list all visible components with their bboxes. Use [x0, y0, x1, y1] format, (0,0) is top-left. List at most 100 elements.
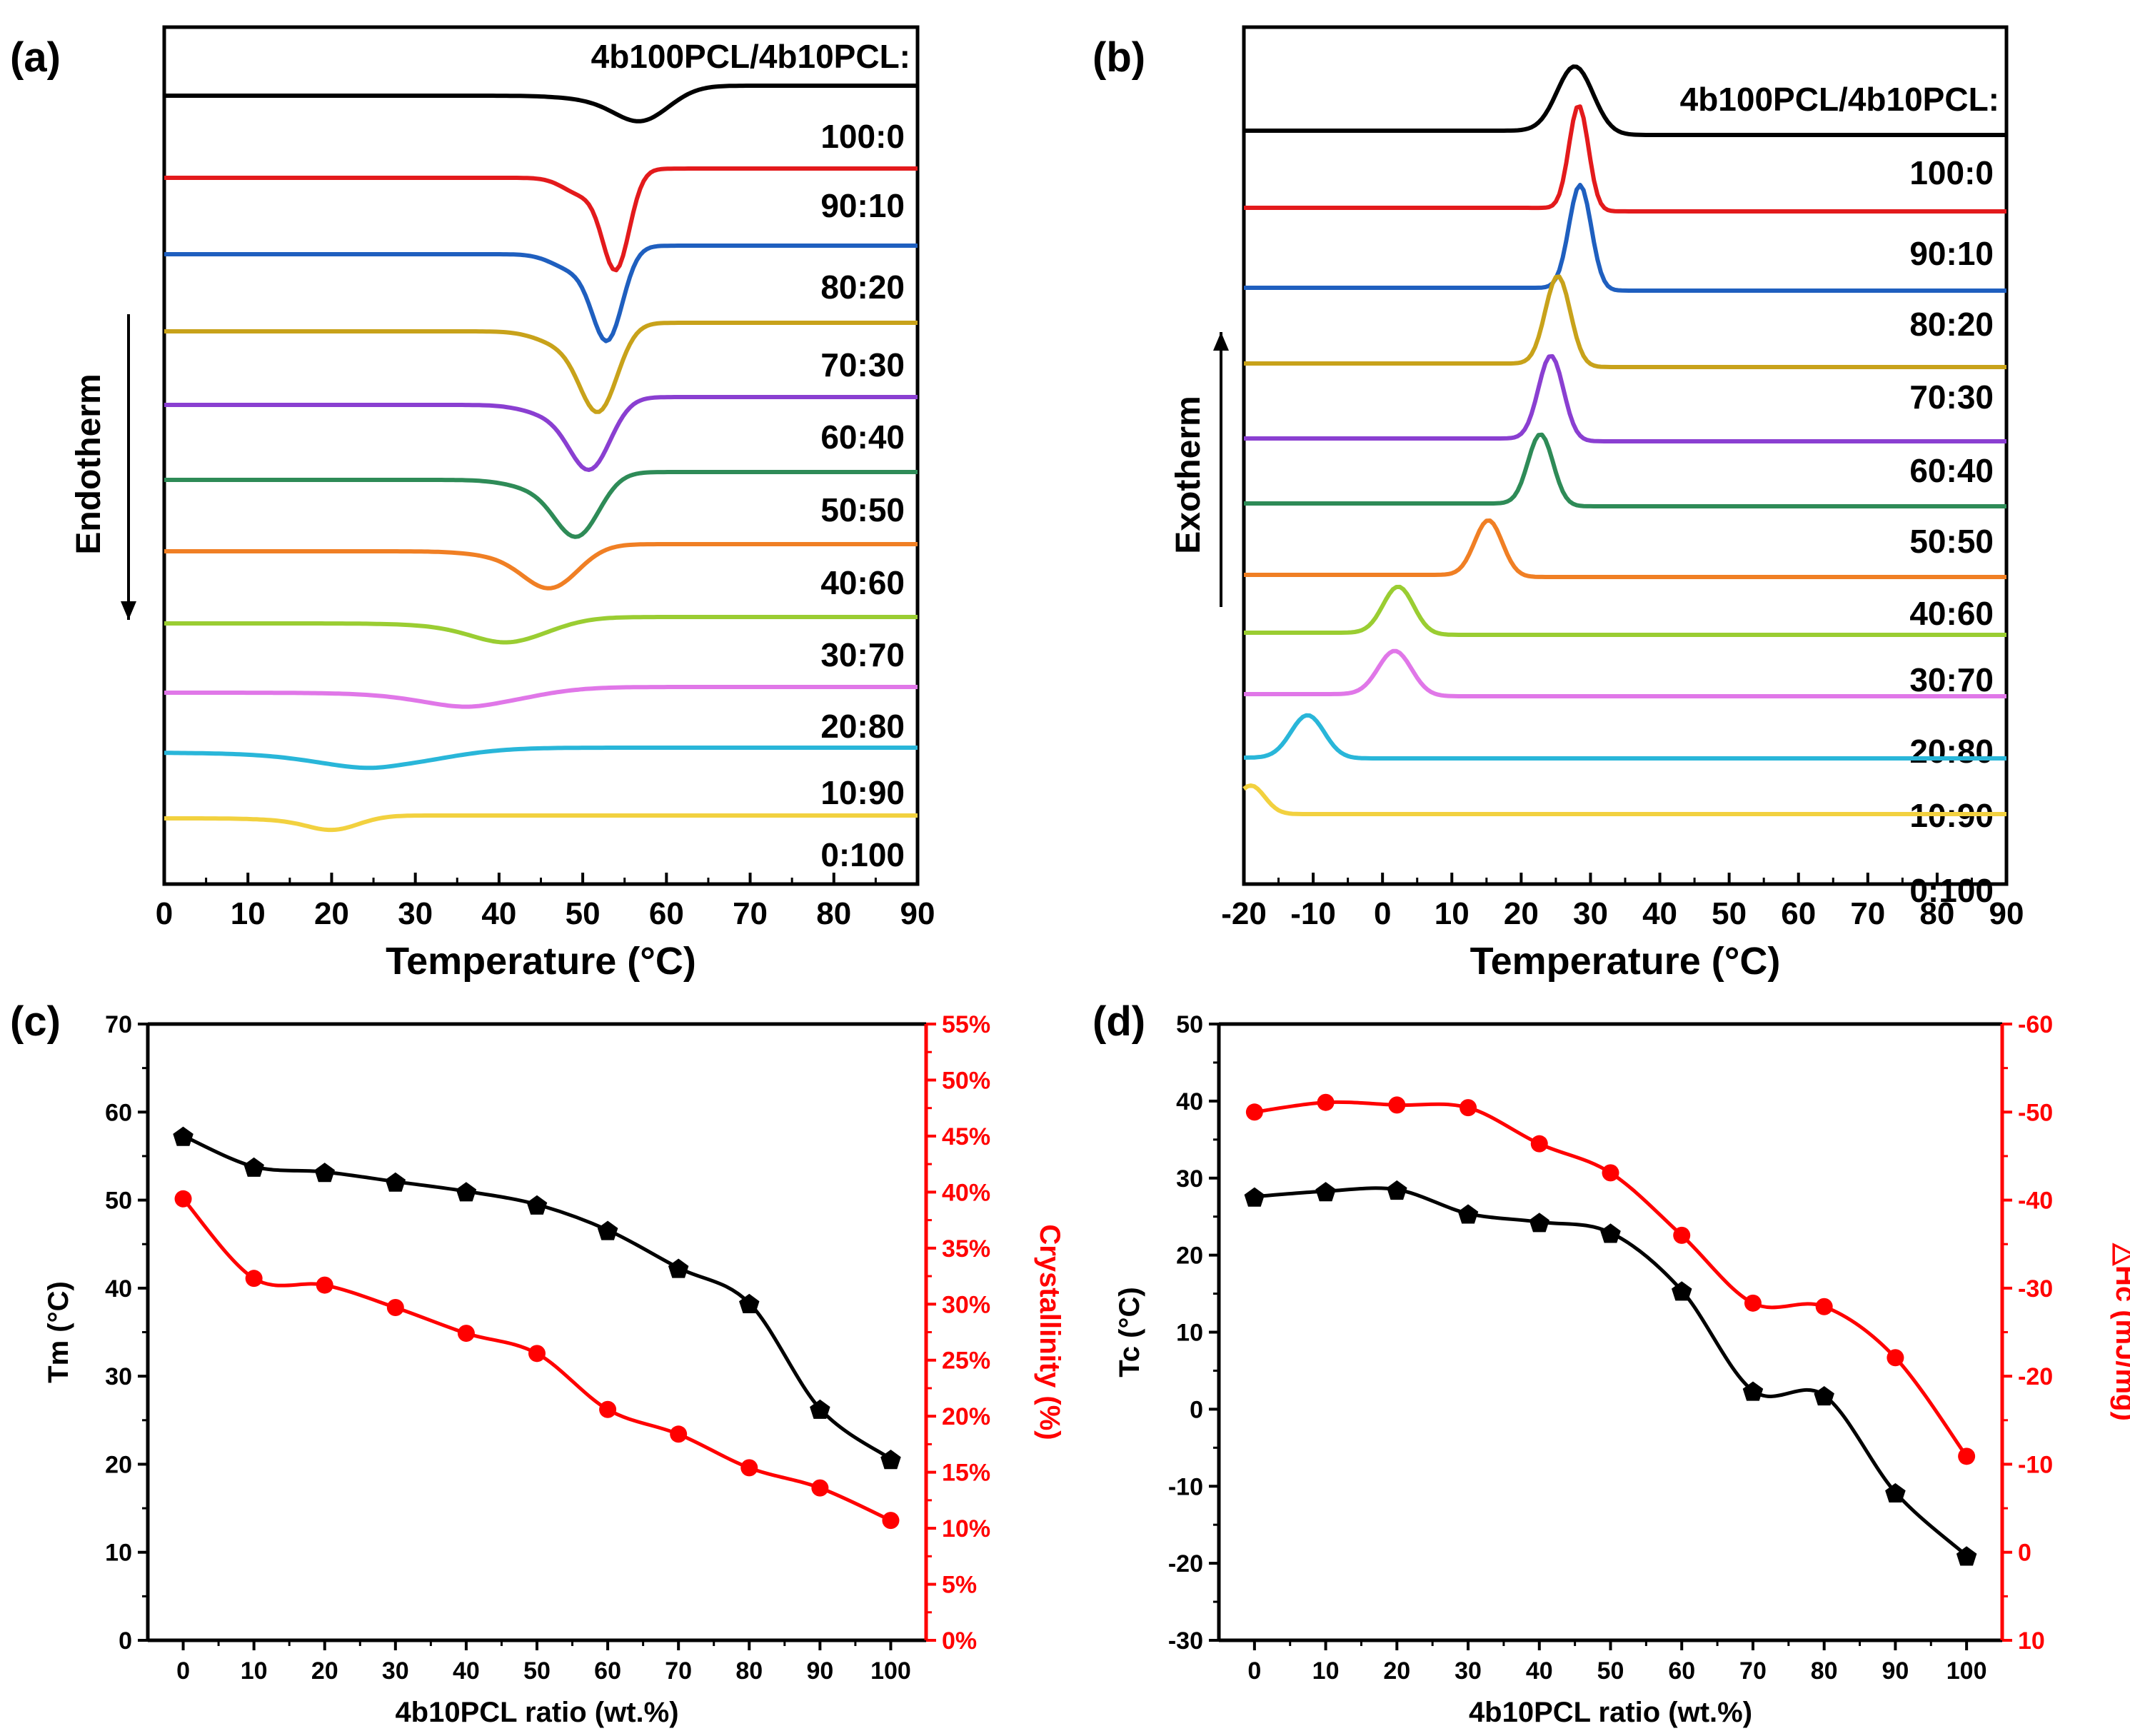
x-axis-label: 4b10PCL ratio (wt.%): [395, 1697, 678, 1728]
dsc-curve-100-0: [164, 84, 918, 124]
x-tick-label: 70: [665, 1657, 692, 1685]
data-point-Hc: [1317, 1093, 1335, 1111]
heat-flow-arrowhead: [121, 601, 136, 620]
right-y-tick-label: -10: [2018, 1451, 2053, 1478]
right-y-tick-label: -50: [2018, 1099, 2053, 1126]
data-point-Hc: [1744, 1294, 1762, 1312]
curve-label-20-80: 20:80: [820, 708, 905, 745]
data-point-Tm: [880, 1450, 901, 1470]
dsc-curve-0-100: [164, 813, 918, 833]
curve-label-90-10: 90:10: [1909, 235, 1994, 272]
dsc-curve-40-60: [1244, 518, 2006, 579]
right-y-tick-label: 20%: [942, 1403, 990, 1430]
left-y-tick-label: 40: [1176, 1088, 1203, 1115]
x-tick-label: 0: [1374, 896, 1391, 931]
curve-label-10-90: 10:90: [820, 774, 905, 811]
data-point-Crystallinity: [316, 1276, 333, 1294]
right-y-tick-label: 10: [2018, 1627, 2045, 1655]
right-y-tick-label: 0: [2018, 1540, 2031, 1567]
data-point-Tm: [668, 1258, 689, 1278]
x-tick-label: 0: [1247, 1657, 1261, 1685]
dsc-curve-20-80: [1244, 648, 2006, 698]
heat-flow-direction-label: Endotherm: [70, 373, 108, 554]
x-tick-label: 20: [1383, 1657, 1410, 1685]
data-point-Crystallinity: [457, 1325, 475, 1343]
x-tick-label: 20: [1504, 896, 1539, 931]
x-tick-label: 30: [382, 1657, 409, 1685]
x-tick-label: 100: [1946, 1657, 1987, 1685]
plot-frame: [1242, 25, 2009, 886]
panel-label-d: (d): [1092, 998, 1145, 1045]
data-point-Tc: [1529, 1213, 1549, 1233]
data-point-Hc: [1388, 1096, 1406, 1114]
left-y-tick-label: 0: [119, 1627, 132, 1655]
data-point-Crystallinity: [245, 1270, 263, 1288]
right-y-axis-label: Crystallinity (%): [1034, 1224, 1065, 1440]
data-point-Crystallinity: [882, 1512, 900, 1530]
x-tick-label: 80: [816, 896, 851, 931]
x-tick-label: 50: [1597, 1657, 1624, 1685]
panel-label-a: (a): [10, 34, 61, 81]
dsc-curve-80-20: [164, 244, 918, 343]
data-point-Hc: [1887, 1349, 1904, 1367]
x-tick-label: 30: [398, 896, 433, 931]
x-tick-label: 80: [1919, 896, 1954, 931]
x-tick-label: 90: [806, 1657, 833, 1685]
x-tick-label: 60: [649, 896, 684, 931]
left-y-tick-label: -10: [1168, 1473, 1203, 1500]
data-point-Tc: [1315, 1182, 1336, 1202]
x-axis-label: Temperature (°C): [386, 940, 696, 983]
curve-label-40-60: 40:60: [820, 564, 905, 601]
x-tick-label: 10: [241, 1657, 268, 1685]
left-y-tick-label: -20: [1168, 1550, 1203, 1577]
dsc-curve-100-0: [1244, 64, 2006, 137]
dsc-curve-70-30: [164, 321, 918, 414]
x-tick-label: 90: [1989, 896, 2024, 931]
data-point-Tc: [1742, 1381, 1764, 1401]
left-y-tick-label: 10: [1176, 1320, 1203, 1347]
data-point-Tm: [173, 1126, 194, 1146]
curve-label-30-70: 30:70: [820, 636, 905, 673]
left-y-axis-label: Tm (°C): [43, 1281, 74, 1383]
left-y-tick-label: 40: [105, 1275, 132, 1303]
dsc-curve-40-60: [164, 542, 918, 591]
right-y-tick-label: 45%: [942, 1123, 990, 1150]
right-y-tick-label: 15%: [942, 1460, 990, 1487]
dsc-curve-60-40: [164, 395, 918, 472]
x-tick-label: 80: [735, 1657, 763, 1685]
x-tick-label: 50: [523, 1657, 551, 1685]
dsc-curve-60-40: [1244, 353, 2006, 443]
right-y-tick-label: 55%: [942, 1011, 990, 1038]
curve-label-80-20: 80:20: [820, 269, 905, 306]
right-y-tick-label: 35%: [942, 1235, 990, 1263]
data-point-Tc: [1885, 1482, 1906, 1502]
data-point-Tc: [1600, 1223, 1621, 1243]
panel-b-dsc-cooling: -20 -10 0 10 20 30 40 50 60 70 80 90 Temperature (°C…: [1170, 25, 2024, 983]
right-y-tick-label: 10%: [942, 1515, 990, 1542]
left-y-tick-label: 60: [105, 1099, 132, 1126]
x-tick-label: 70: [1850, 896, 1885, 931]
dsc-curve-30-70: [1244, 584, 2006, 637]
data-point-Crystallinity: [811, 1479, 829, 1497]
x-tick-label: 40: [481, 896, 516, 931]
x-tick-label: 0: [176, 1657, 190, 1685]
dsc-curve-20-80: [164, 685, 918, 709]
heat-flow-direction-label: Exotherm: [1170, 396, 1207, 553]
left-y-tick-label: -30: [1168, 1627, 1203, 1655]
data-point-Tm: [385, 1172, 406, 1192]
curve-label-60-40: 60:40: [1909, 452, 1994, 489]
data-point-Tc: [1956, 1546, 1977, 1566]
right-y-tick-label: -20: [2018, 1363, 2053, 1390]
x-tick-label: -20: [1221, 896, 1267, 931]
left-y-tick-label: 10: [105, 1540, 132, 1567]
curve-label-30-70: 30:70: [1909, 661, 1994, 698]
left-y-tick-label: 30: [105, 1363, 132, 1390]
right-y-tick-label: 0%: [942, 1627, 977, 1655]
curve-label-100-0: 100:0: [820, 118, 905, 155]
series-line-Tc: [1254, 1186, 1968, 1557]
x-tick-label: 70: [733, 896, 768, 931]
data-point-Hc: [1245, 1103, 1263, 1121]
data-point-Tm: [314, 1163, 335, 1183]
curve-label-60-40: 60:40: [820, 418, 905, 456]
